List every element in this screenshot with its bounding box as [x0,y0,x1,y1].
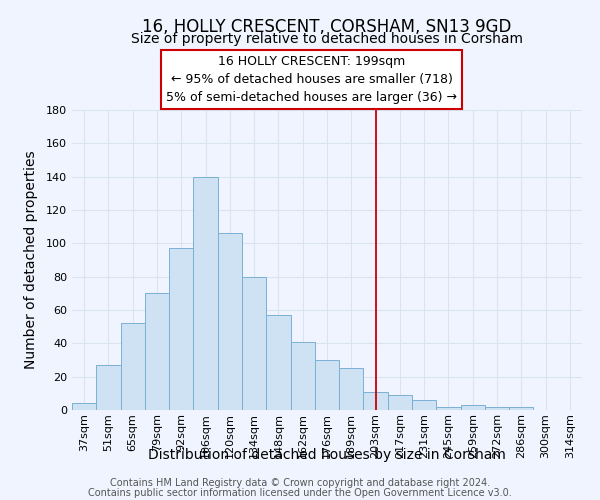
Bar [485,406,509,410]
Bar [145,294,169,410]
Text: Distribution of detached houses by size in Corsham: Distribution of detached houses by size … [148,448,506,462]
Bar [121,324,145,410]
Bar [96,365,121,410]
Bar [290,342,315,410]
Bar [315,360,339,410]
Bar [364,392,388,410]
Bar [461,405,485,410]
Bar [218,234,242,410]
Bar [193,176,218,410]
Text: 16, HOLLY CRESCENT, CORSHAM, SN13 9GD: 16, HOLLY CRESCENT, CORSHAM, SN13 9GD [142,18,512,36]
Bar [509,406,533,410]
Bar [242,276,266,410]
Bar [266,315,290,410]
Text: 16 HOLLY CRESCENT: 199sqm
← 95% of detached houses are smaller (718)
5% of semi-: 16 HOLLY CRESCENT: 199sqm ← 95% of detac… [166,55,457,104]
Text: Contains public sector information licensed under the Open Government Licence v3: Contains public sector information licen… [88,488,512,498]
Y-axis label: Number of detached properties: Number of detached properties [23,150,38,370]
Bar [412,400,436,410]
Text: Size of property relative to detached houses in Corsham: Size of property relative to detached ho… [131,32,523,46]
Text: Contains HM Land Registry data © Crown copyright and database right 2024.: Contains HM Land Registry data © Crown c… [110,478,490,488]
Bar [388,395,412,410]
Bar [339,368,364,410]
Bar [169,248,193,410]
Bar [436,406,461,410]
Bar [72,404,96,410]
